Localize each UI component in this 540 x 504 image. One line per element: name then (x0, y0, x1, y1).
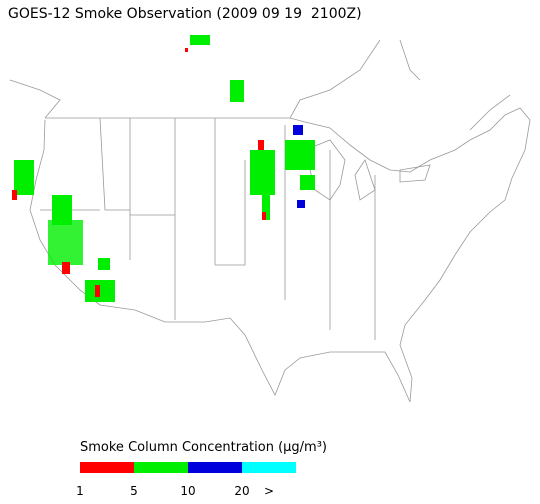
smoke (300, 175, 315, 190)
smoke (297, 200, 305, 208)
legend-swatch (80, 462, 134, 473)
smoke (14, 160, 34, 195)
smoke (95, 285, 100, 297)
smoke (12, 190, 17, 200)
legend-swatch (134, 462, 188, 473)
great-lakes (304, 139, 431, 201)
legend-tick-label: 20 (234, 484, 249, 498)
smoke (285, 140, 315, 170)
title: GOES-12 Smoke Observation (2009 09 19 21… (8, 6, 362, 22)
smoke (98, 258, 110, 270)
smoke (262, 212, 266, 220)
us-outline (29, 107, 531, 403)
smoke (190, 35, 210, 45)
smoke (258, 140, 264, 150)
legend-bar: 1 5 10 20 > (76, 462, 296, 498)
smoke (52, 195, 72, 225)
canada-lines (9, 39, 511, 131)
legend-tick-label: 10 (180, 484, 195, 498)
smoke (230, 80, 244, 102)
legend-tick-label: > (264, 484, 274, 498)
smoke (185, 48, 188, 52)
legend-tick-label: 5 (130, 484, 138, 498)
legend-swatch (242, 462, 296, 473)
smoke-pixels (12, 35, 315, 302)
smoke (262, 195, 270, 220)
smoke (293, 125, 303, 135)
smoke (62, 262, 70, 274)
state-lines (40, 117, 376, 340)
legend-tick-label: 1 (76, 484, 84, 498)
legend-swatch (188, 462, 242, 473)
legend-label: Smoke Column Concentration (μg/m³) (80, 440, 327, 455)
smoke (48, 220, 83, 265)
smoke (250, 150, 275, 195)
outlines (9, 39, 531, 403)
